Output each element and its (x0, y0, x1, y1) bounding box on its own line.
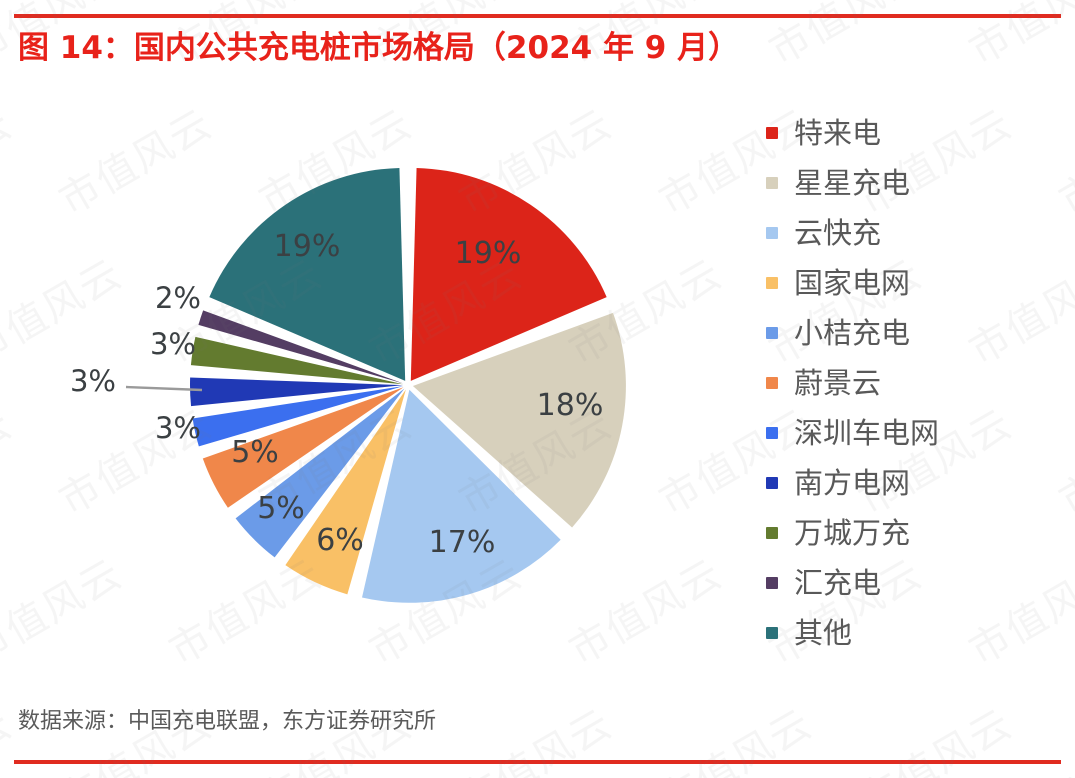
pie-value-label: 5% (257, 491, 305, 526)
bottom-rule (14, 760, 1061, 764)
legend-swatch-icon (766, 427, 778, 439)
legend-item-10[interactable]: 其他 (766, 608, 939, 658)
pie-slice-深圳车电网[interactable] (192, 386, 404, 447)
legend-item-label: 云快充 (794, 215, 882, 250)
legend-item-label: 星星充电 (794, 165, 911, 200)
pie-value-label: 18% (537, 388, 604, 423)
top-rule (14, 14, 1061, 18)
pie-slice-云快充[interactable] (362, 389, 561, 603)
pie-value-label-outside: 3% (150, 327, 196, 361)
pie-value-label: 19% (455, 236, 522, 271)
pie-chart: 19% 18% 17% 6% 5% 5% 19% 2% 3% 3% 3% (70, 167, 626, 603)
source-note: 数据来源：中国充电联盟，东方证券研究所 (18, 709, 437, 734)
legend-item-6[interactable]: 深圳车电网 (766, 408, 939, 458)
pie-slice-小桔充电[interactable] (235, 388, 405, 558)
legend-swatch-icon (766, 177, 778, 189)
pie-slice-万城万充[interactable] (190, 336, 404, 385)
pie-leader-lines (125, 385, 203, 392)
legend-item-label: 深圳车电网 (794, 415, 940, 450)
legend-swatch-icon (766, 327, 778, 339)
pie-slice-国家电网[interactable] (285, 389, 406, 595)
legend-item-3[interactable]: 国家电网 (766, 258, 939, 308)
legend-swatch-icon (766, 477, 778, 489)
pie-slice-南方电网[interactable] (190, 377, 403, 407)
figure-frame (14, 14, 1061, 764)
legend-swatch-icon (766, 127, 778, 139)
legend-swatch-icon (766, 377, 778, 389)
legend-item-label: 万城万充 (794, 515, 911, 550)
pie-value-label-outside: 3% (70, 364, 116, 398)
legend-swatch-icon (766, 277, 778, 289)
legend-swatch-icon (766, 627, 778, 639)
pie-value-label: 5% (231, 435, 279, 470)
pie-value-label-outside: 2% (155, 281, 201, 315)
legend-item-label: 小桔充电 (794, 315, 911, 350)
pie-value-label: 19% (274, 229, 341, 264)
legend-swatch-icon (766, 227, 778, 239)
pie-value-label: 17% (429, 525, 496, 560)
pie-slice-group (190, 167, 626, 603)
legend-item-label: 其他 (794, 615, 853, 650)
legend-item-label: 汇充电 (794, 565, 882, 600)
legend-swatch-icon (766, 527, 778, 539)
pie-slice-汇充电[interactable] (198, 310, 404, 384)
legend-swatch-icon (766, 577, 778, 589)
legend-item-4[interactable]: 小桔充电 (766, 308, 939, 358)
pie-chart-svg: 19% 18% 17% 6% 5% 5% 19% 2% 3% 3% 3% (70, 167, 626, 603)
chart-legend: 特来电星星充电云快充国家电网小桔充电蔚景云深圳车电网南方电网万城万充汇充电其他 (766, 108, 939, 658)
legend-item-label: 蔚景云 (794, 365, 882, 400)
legend-item-label: 特来电 (794, 115, 882, 150)
legend-item-1[interactable]: 星星充电 (766, 158, 939, 208)
legend-item-label: 南方电网 (794, 465, 911, 500)
pie-value-label: 6% (316, 523, 364, 558)
legend-item-label: 国家电网 (794, 265, 911, 300)
pie-slice-特来电[interactable] (410, 167, 607, 381)
pie-inside-labels: 19% 18% 17% 6% 5% 5% 19% (231, 229, 603, 560)
pie-slice-其他[interactable] (209, 167, 406, 381)
legend-item-5[interactable]: 蔚景云 (766, 358, 939, 408)
legend-item-8[interactable]: 万城万充 (766, 508, 939, 558)
pie-outside-labels: 2% 3% 3% 3% (70, 281, 201, 445)
legend-item-9[interactable]: 汇充电 (766, 558, 939, 608)
legend-item-0[interactable]: 特来电 (766, 108, 939, 158)
pie-slice-星星充电[interactable] (412, 312, 626, 528)
leader-line (125, 385, 203, 392)
legend-item-2[interactable]: 云快充 (766, 208, 939, 258)
pie-slice-蔚景云[interactable] (202, 387, 404, 508)
legend-item-7[interactable]: 南方电网 (766, 458, 939, 508)
pie-value-label-outside: 3% (155, 411, 201, 445)
page-title: 图 14：国内公共充电桩市场格局（2024 年 9 月） (18, 30, 740, 66)
